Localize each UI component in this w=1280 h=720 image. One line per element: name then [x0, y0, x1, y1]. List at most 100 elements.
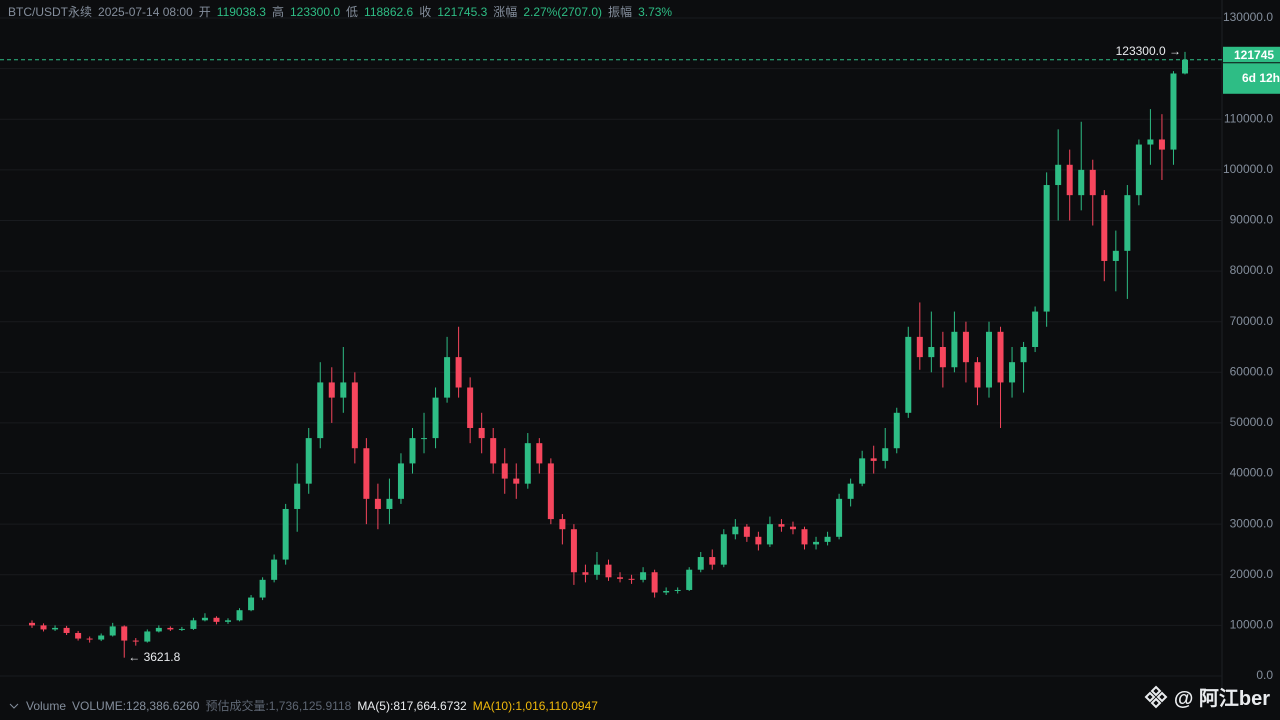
candle-body	[893, 412, 900, 449]
candle-body	[628, 578, 635, 580]
field-label: 振幅	[608, 5, 633, 19]
candle-body	[617, 577, 624, 579]
candle-body	[985, 331, 992, 388]
candle-body	[513, 478, 520, 484]
volume-bar: Volume VOLUME:128,386.6260 预估成交量:1,736,12…	[8, 697, 598, 714]
y-tick-label: 60000.0	[1230, 364, 1274, 378]
candle-body	[294, 483, 301, 509]
logo	[1144, 685, 1168, 708]
candle-body	[282, 508, 289, 560]
candle-body	[962, 331, 969, 363]
candle-body	[755, 536, 762, 545]
y-tick-label: 30000.0	[1230, 516, 1274, 530]
y-tick-label: 40000.0	[1230, 466, 1274, 480]
candle-body	[1055, 164, 1062, 186]
candle-body	[317, 382, 324, 439]
candle-body	[63, 627, 70, 633]
y-tick-label: 10000.0	[1230, 618, 1274, 632]
low-annotation: ← 3621.8	[128, 650, 180, 664]
candle-body	[386, 498, 393, 509]
volume-title: Volume	[26, 698, 67, 713]
candle-body	[570, 529, 577, 573]
symbol[interactable]: BTC/USDT永续	[8, 5, 93, 19]
candle-body	[524, 443, 531, 484]
candle-body	[144, 631, 151, 642]
candle-body	[1020, 347, 1027, 363]
time: 2025-07-14 08:00	[98, 4, 193, 19]
candle-body	[663, 590, 670, 593]
candle-body	[870, 458, 877, 461]
candle-body	[1043, 185, 1050, 312]
candle-body	[121, 626, 128, 641]
candle-body	[75, 632, 82, 639]
candle-body	[916, 336, 923, 358]
volume-item: MA(10):1,016,110.0947	[472, 698, 598, 713]
candle-body	[178, 628, 185, 630]
y-tick-label: 90000.0	[1230, 213, 1274, 227]
candle-body	[225, 620, 232, 622]
candle-body	[951, 331, 958, 368]
price-tag-countdown: 6d 12h	[1242, 71, 1280, 85]
watermark-text: @ 阿江ber	[1173, 688, 1270, 710]
field-value: 118862.6	[364, 4, 414, 19]
candle-body	[478, 427, 485, 439]
candle-body	[1089, 169, 1096, 196]
y-tick-label: 70000.0	[1230, 314, 1274, 328]
candle-body	[766, 524, 773, 545]
candle-body	[720, 534, 727, 565]
candle-body	[444, 357, 451, 398]
candle-body	[490, 438, 497, 464]
candle-body	[248, 597, 255, 611]
price-tag-bg	[1223, 46, 1280, 94]
candle-body	[1078, 169, 1085, 196]
candle-body	[213, 617, 220, 622]
y-tick-label: 20000.0	[1230, 567, 1274, 581]
candle-body	[1135, 144, 1142, 196]
field-label: 开	[198, 5, 211, 19]
candle-body	[697, 557, 704, 570]
candle-body	[582, 572, 589, 575]
candle-body	[340, 382, 347, 398]
candle-body	[86, 638, 93, 640]
candle-body	[397, 463, 404, 499]
price-tag-price: 121745	[1234, 48, 1274, 62]
watermark: @ 阿江ber	[1144, 682, 1270, 711]
candle-body	[1147, 139, 1154, 145]
candle-body	[1009, 362, 1016, 383]
y-tick-label: 100000.0	[1223, 162, 1273, 176]
candle-body	[547, 463, 554, 520]
y-tick-label: 0.0	[1256, 668, 1273, 682]
field-value: 2.27%(2707.0)	[523, 4, 603, 19]
field-label: 收	[419, 5, 432, 19]
candle-body	[109, 626, 116, 636]
candle-body	[236, 610, 243, 621]
candle-body	[743, 526, 750, 537]
candle-body	[328, 382, 335, 398]
candle-body	[363, 448, 370, 499]
candle-body	[409, 438, 416, 464]
y-tick-label: 80000.0	[1230, 263, 1274, 277]
candle-body	[190, 620, 197, 629]
candle-body	[155, 627, 162, 632]
field-value: 119038.3	[216, 4, 266, 19]
candle-body	[686, 569, 693, 590]
candle-body	[824, 536, 831, 542]
candle-body	[1112, 250, 1119, 261]
field-label: 涨幅	[493, 5, 518, 19]
candle-body	[974, 362, 981, 388]
candle-body	[1101, 195, 1108, 261]
y-tick-label: 110000.0	[1224, 111, 1273, 125]
candle-body	[98, 635, 105, 640]
field-label: 低	[346, 5, 359, 19]
candle-body	[1032, 311, 1039, 347]
candle-body	[778, 524, 785, 527]
candle-body	[432, 397, 439, 439]
candle-body	[997, 331, 1004, 383]
field-value: 123300.0	[289, 4, 341, 19]
candle-body	[709, 557, 716, 565]
candle-body	[789, 526, 796, 530]
candle-body	[374, 498, 381, 509]
collapse-icon[interactable]	[8, 700, 20, 712]
